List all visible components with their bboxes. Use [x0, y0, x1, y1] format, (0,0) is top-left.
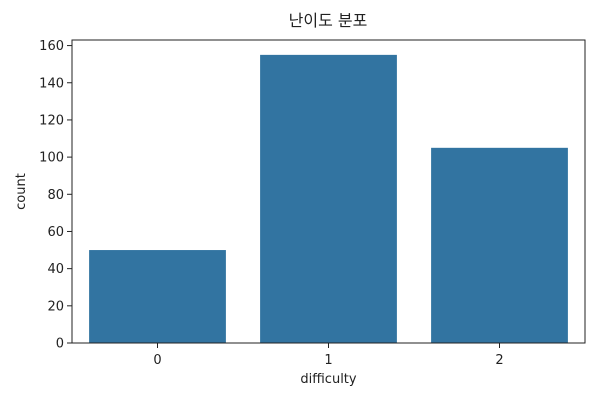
y-tick-label: 20	[47, 299, 64, 314]
x-tick-label: 1	[324, 353, 332, 368]
y-tick-label: 60	[47, 225, 64, 240]
bars-group	[89, 54, 568, 344]
y-tick-label: 80	[47, 188, 64, 203]
chart-title: 난이도 분포	[289, 11, 368, 30]
bar-1	[260, 54, 397, 344]
x-tick-label: 0	[153, 353, 161, 368]
x-axis-label: difficulty	[300, 372, 357, 387]
bar-2	[431, 147, 568, 343]
x-axis: 0 1 2	[153, 343, 504, 368]
y-axis: 0 20 40 60 80 100 120 140 160	[39, 39, 72, 352]
y-tick-label: 160	[39, 39, 64, 54]
y-axis-label: count	[14, 173, 29, 210]
y-tick-label: 40	[47, 262, 64, 277]
y-tick-label: 120	[39, 113, 64, 128]
x-tick-label: 2	[495, 353, 503, 368]
y-tick-label: 140	[39, 76, 64, 91]
y-tick-label: 0	[56, 337, 64, 352]
y-tick-label: 100	[39, 151, 64, 166]
bar-0	[89, 250, 226, 343]
